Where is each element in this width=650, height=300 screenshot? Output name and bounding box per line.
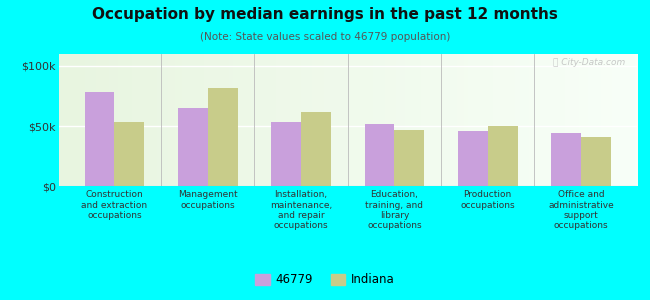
Text: ⓘ City-Data.com: ⓘ City-Data.com: [553, 58, 625, 67]
Bar: [84, 92, 114, 186]
Bar: [458, 131, 488, 186]
Bar: [178, 108, 208, 186]
Bar: [208, 88, 238, 186]
Bar: [301, 112, 331, 186]
Bar: [488, 126, 517, 186]
Bar: [581, 137, 611, 186]
Bar: [551, 133, 581, 186]
Bar: [271, 122, 301, 186]
Text: Occupation by median earnings in the past 12 months: Occupation by median earnings in the pas…: [92, 8, 558, 22]
Bar: [365, 124, 395, 186]
Bar: [395, 130, 424, 186]
Bar: [114, 122, 144, 186]
Legend: 46779, Indiana: 46779, Indiana: [251, 269, 399, 291]
Text: (Note: State values scaled to 46779 population): (Note: State values scaled to 46779 popu…: [200, 32, 450, 41]
